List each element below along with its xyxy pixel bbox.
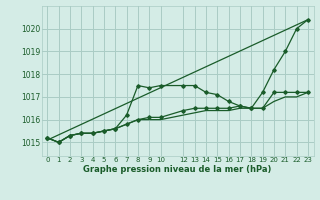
X-axis label: Graphe pression niveau de la mer (hPa): Graphe pression niveau de la mer (hPa) (84, 165, 272, 174)
